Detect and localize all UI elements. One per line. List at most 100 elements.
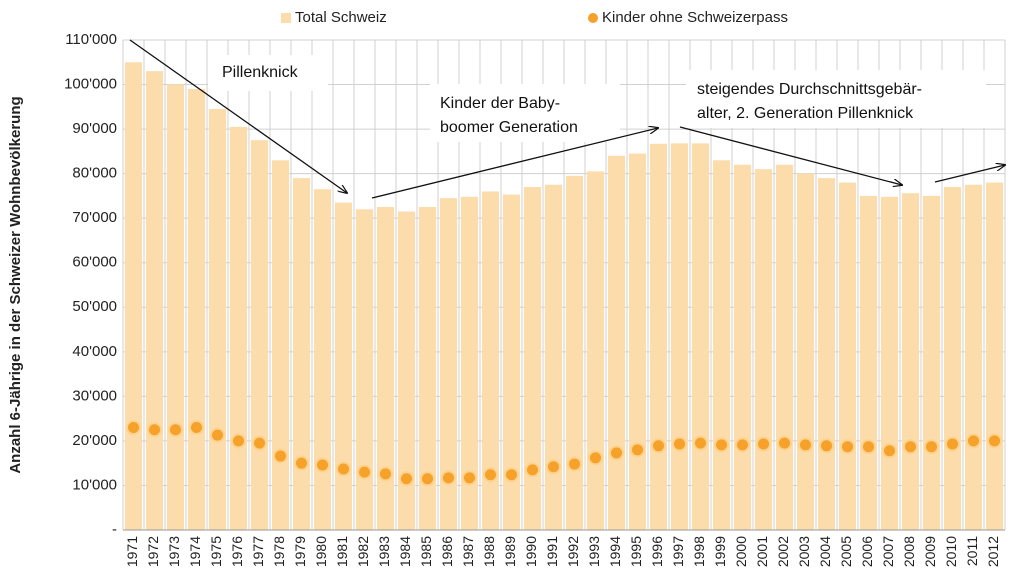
x-tick-label: 1998 (691, 536, 707, 567)
bar (880, 196, 899, 531)
x-tick-label: 1974 (187, 536, 203, 567)
dot (483, 467, 498, 483)
annotation: alter, 2. Generation Pillenknick (697, 105, 914, 122)
x-tick-label: 1999 (712, 536, 728, 567)
x-tick-label: 1982 (355, 536, 371, 567)
y-tick-label: 110'000 (65, 31, 117, 48)
dot (462, 470, 477, 486)
x-tick-label: 2005 (838, 536, 854, 567)
annotation-box (686, 70, 986, 128)
dot (210, 427, 225, 443)
x-tick-label: 1987 (460, 536, 476, 567)
arrow (371, 128, 658, 199)
legend-swatch (281, 13, 291, 23)
dot (525, 462, 540, 478)
x-tick-label: 2008 (901, 536, 917, 567)
dot (735, 437, 750, 453)
x-tick-label: 1988 (481, 536, 497, 567)
arrow (129, 39, 347, 193)
x-tick-label: 2010 (943, 536, 959, 567)
x-tick-label: 1980 (313, 536, 329, 567)
bar (229, 126, 248, 530)
x-tick-label: 1994 (607, 536, 623, 567)
dot (126, 420, 141, 436)
x-tick-label: 1983 (376, 536, 392, 567)
bar (775, 164, 794, 530)
bar (796, 173, 815, 531)
dot (168, 422, 183, 438)
bar (355, 209, 374, 531)
bar (208, 109, 227, 530)
dot (924, 439, 939, 455)
bar (670, 143, 689, 530)
y-tick-label: 70'000 (72, 209, 117, 226)
dot (945, 436, 960, 452)
dot (840, 439, 855, 455)
y-tick-label: - (112, 521, 117, 538)
bar (250, 140, 269, 530)
x-tick-label: 1973 (166, 536, 182, 567)
x-tick-label: 1985 (418, 536, 434, 567)
arrow (934, 165, 1005, 183)
bar (271, 160, 290, 531)
y-tick-label: 80'000 (72, 165, 117, 182)
dot (546, 459, 561, 475)
x-tick-label: 1992 (565, 536, 581, 567)
x-tick-label: 2003 (796, 536, 812, 567)
dot (315, 457, 330, 473)
legend-label: Total Schweiz (295, 9, 387, 26)
dot (294, 455, 309, 471)
dot (441, 470, 456, 486)
dot (336, 461, 351, 477)
annotation: Kinder der Baby- (440, 95, 560, 112)
annotation: boomer Generation (440, 119, 578, 136)
x-tick-label: 1986 (439, 536, 455, 567)
annotations: Pillenknick Kinder der Baby- boomer Gene… (129, 39, 1005, 199)
bar (313, 189, 332, 530)
dot (189, 420, 204, 436)
dot (651, 438, 666, 454)
x-tick-label: 1979 (292, 536, 308, 567)
annotation: steigendes Durchschnittsgebär- (697, 81, 922, 98)
y-axis-label: Anzahl 6-Jährige in der Schweizer Wohnbe… (7, 96, 24, 473)
dot (777, 435, 792, 451)
dot (987, 433, 1002, 449)
y-tick-label: 100'000 (64, 76, 117, 93)
bar (586, 171, 605, 530)
y-tick-label: 90'000 (72, 120, 117, 137)
bar (439, 198, 458, 531)
x-tick-label: 1989 (502, 536, 518, 567)
x-tick-label: 2000 (733, 536, 749, 567)
bar (712, 160, 731, 531)
dot (357, 464, 372, 480)
bar (838, 182, 857, 530)
x-tick-label: 1984 (397, 536, 413, 567)
dot (630, 442, 645, 458)
dot (966, 433, 981, 449)
dot (693, 435, 708, 451)
bar (166, 84, 185, 530)
x-tick-label: 2001 (754, 536, 770, 567)
bar (481, 191, 500, 531)
y-tick-label: 20'000 (72, 432, 117, 449)
x-tick-label: 1990 (523, 536, 539, 567)
bar (124, 62, 143, 530)
y-tick-label: 40'000 (72, 343, 117, 360)
bar (964, 184, 983, 531)
dot (903, 439, 918, 455)
dot (798, 437, 813, 453)
x-tick-label: 2007 (880, 536, 896, 567)
x-tick-label: 1978 (271, 536, 287, 567)
dot (273, 448, 288, 464)
x-tick-label: 2006 (859, 536, 875, 567)
x-tick-label: 1993 (586, 536, 602, 567)
y-tick-label: 30'000 (72, 387, 117, 404)
x-tick-label: 1997 (670, 536, 686, 567)
annotation: Pillenknick (222, 64, 299, 81)
dot (231, 433, 246, 449)
bar (901, 193, 920, 530)
x-tick-label: 1995 (628, 536, 644, 567)
annotation-box (208, 55, 328, 91)
bar (523, 187, 542, 530)
